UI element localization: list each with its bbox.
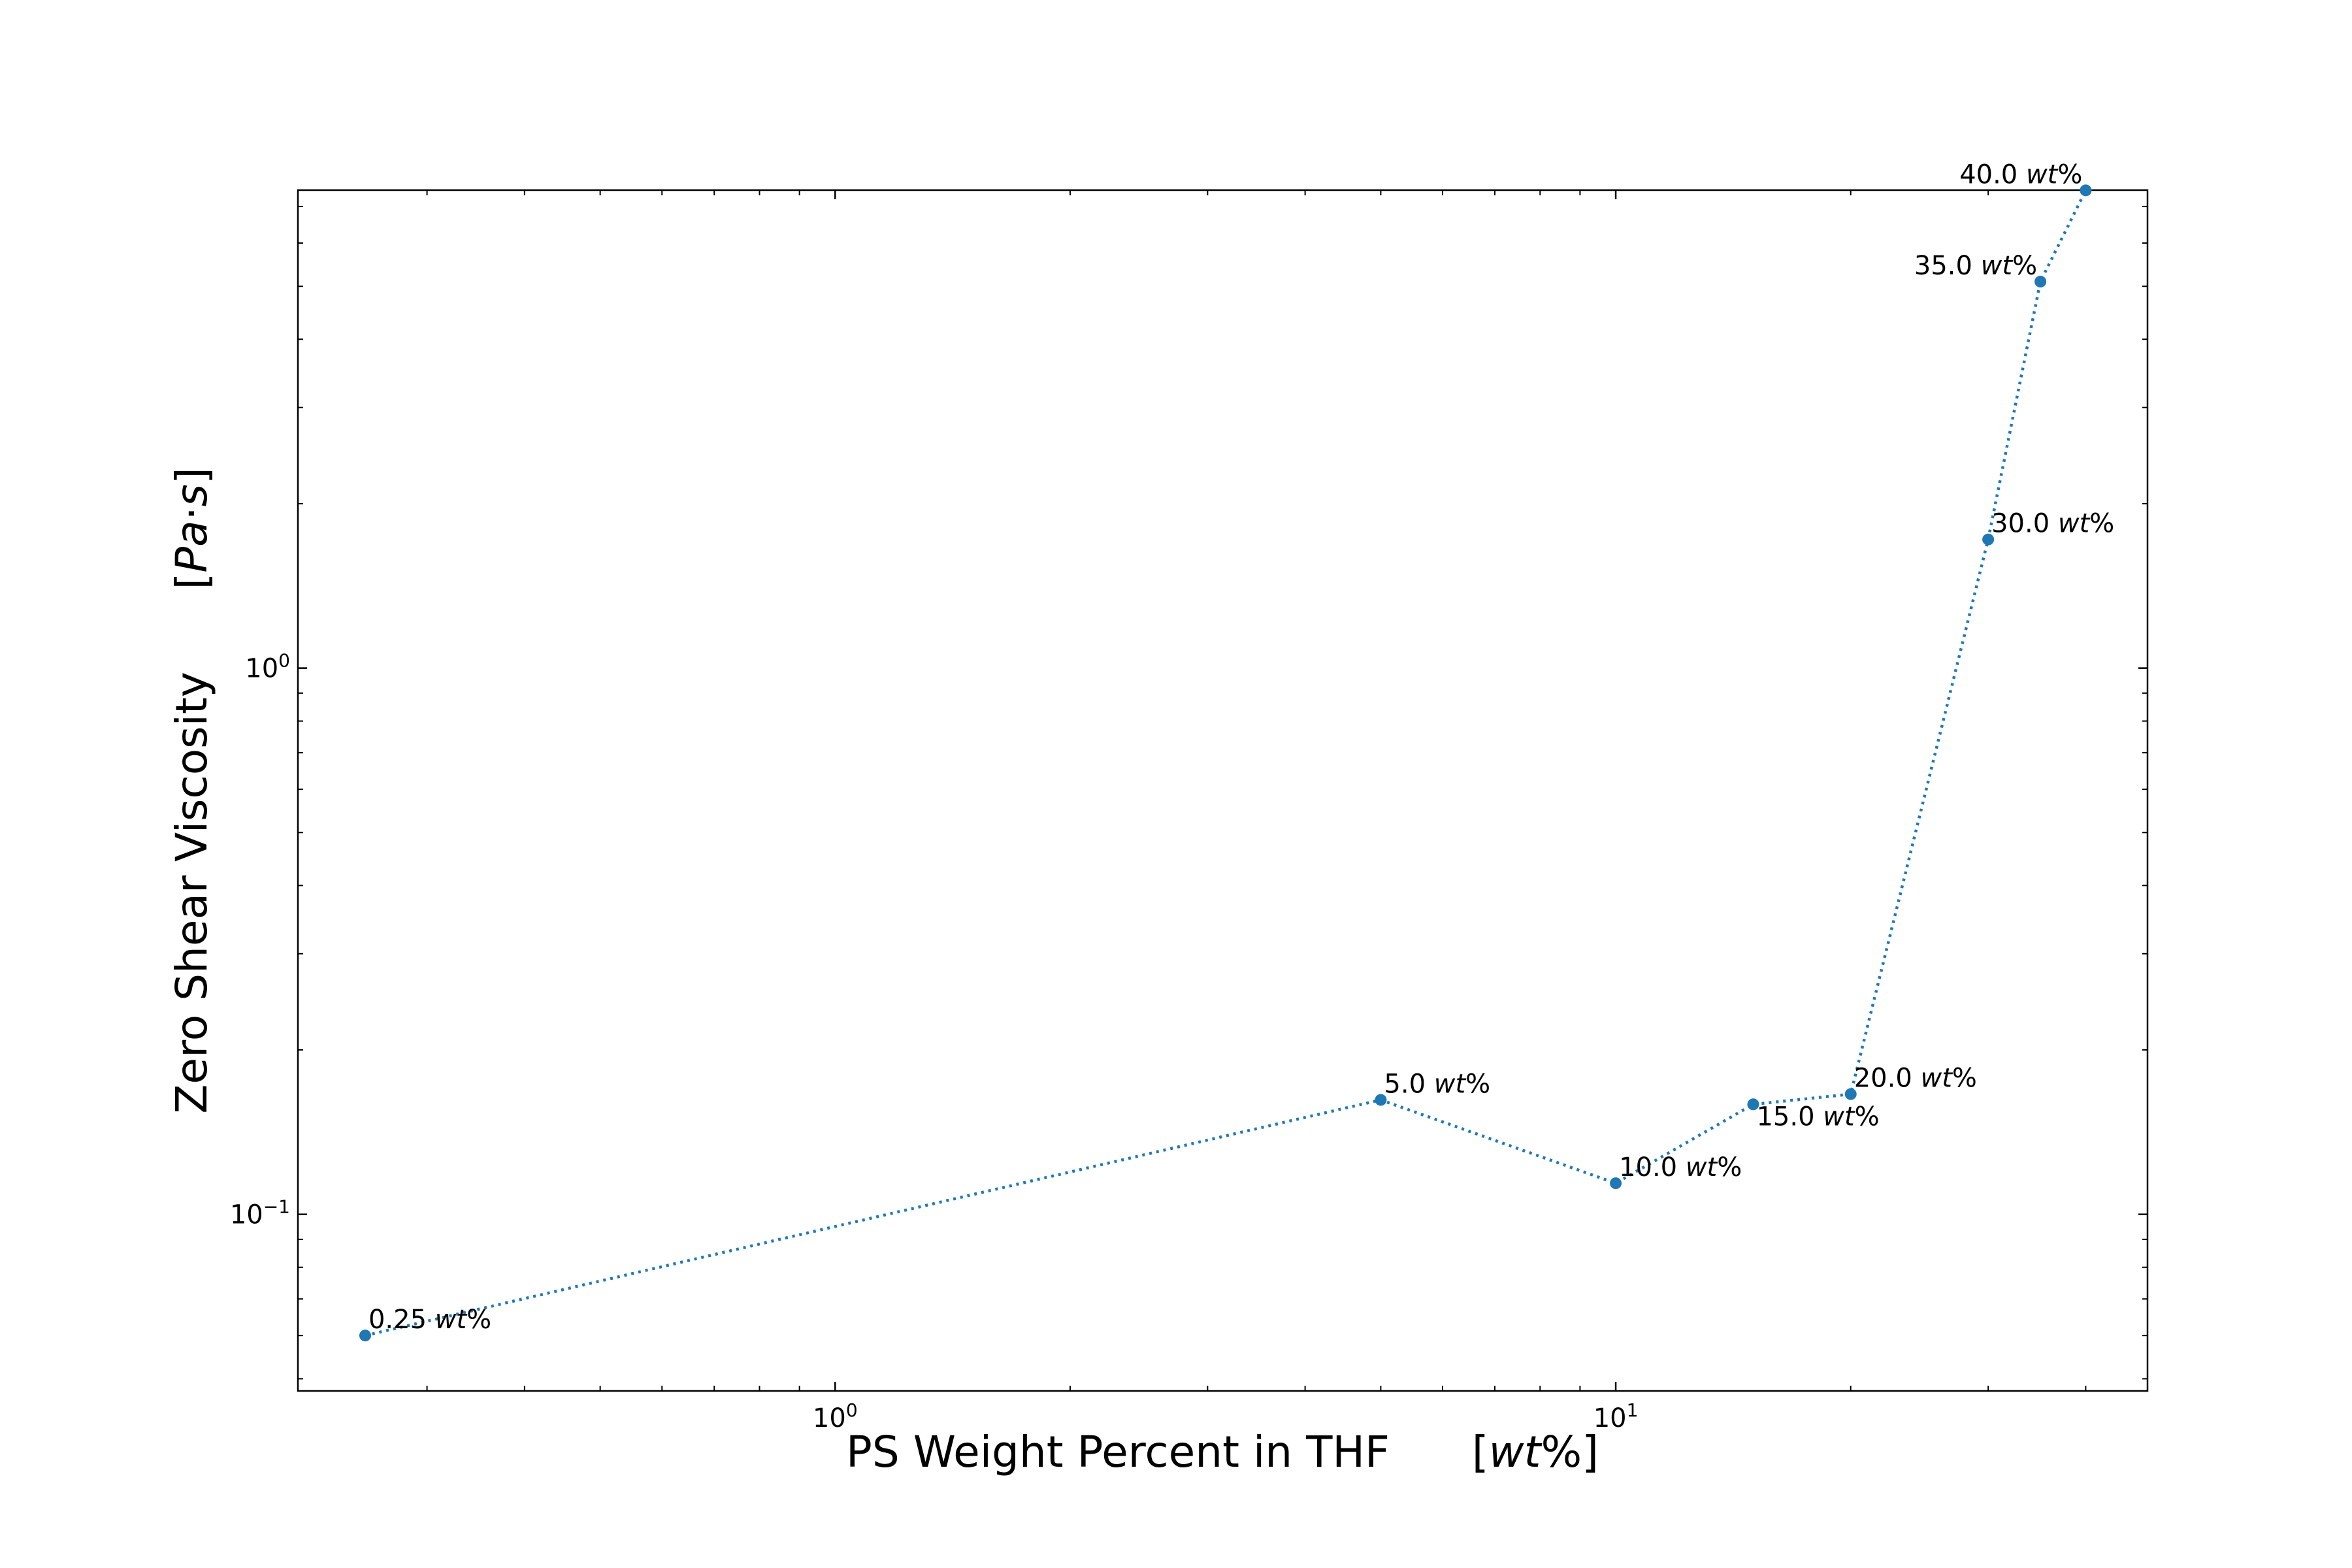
data-label-6: 35.0 wt% (1914, 251, 2037, 281)
y-tick-label-1: 100 (245, 650, 290, 684)
x-tick-label-1: 101 (1593, 1399, 1639, 1433)
data-label-1: 5.0 wt% (1384, 1070, 1490, 1100)
data-label-7: 40.0 wt% (1959, 159, 2082, 189)
y-axis-title: Zero Shear Viscosity [Pa·s] (167, 467, 217, 1114)
data-point-3 (1747, 1098, 1759, 1111)
axis-ticks (298, 190, 2148, 1391)
series-line (365, 189, 2087, 1337)
data-points (359, 184, 2092, 1342)
data-label-2: 10.0 wt% (1619, 1152, 1742, 1183)
data-label-5: 30.0 wt% (1991, 509, 2114, 539)
data-labels: 0.25 wt% 5.0 wt% 10.0 wt% 15.0 wt% 20.0 wt% 3… (368, 159, 2114, 1335)
data-point-4 (1844, 1088, 1857, 1100)
data-point-2 (1610, 1177, 1622, 1190)
data-point-1 (1375, 1094, 1387, 1106)
x-tick-label-0: 100 (813, 1399, 858, 1433)
y-tick-label-0: 10−1 (230, 1196, 290, 1230)
data-label-0: 0.25 wt% (368, 1305, 491, 1335)
tick-labels: 100 101 10−1 100 (230, 650, 1639, 1433)
data-point-0 (359, 1330, 371, 1342)
data-label-4: 20.0 wt% (1854, 1064, 1977, 1094)
plot-frame (297, 189, 2149, 1392)
data-point-5 (1982, 533, 1995, 546)
data-point-6 (2034, 276, 2047, 288)
x-axis-title: PS Weight Percent in THF [wt%] (846, 1427, 1599, 1477)
data-label-3: 15.0 wt% (1756, 1102, 1879, 1132)
data-point-7 (2080, 184, 2092, 197)
